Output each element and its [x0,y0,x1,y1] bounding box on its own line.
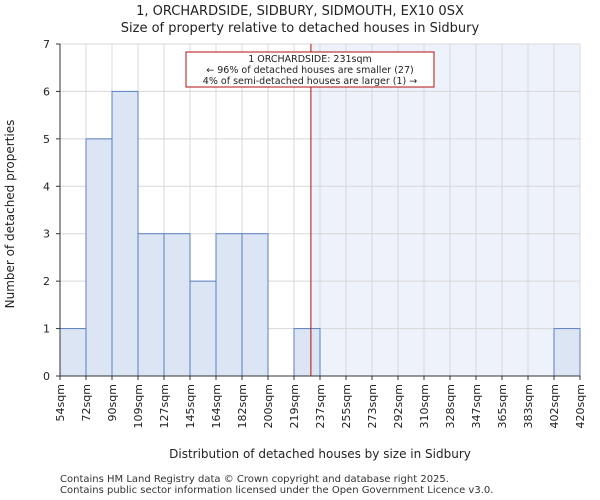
y-tick-label: 6 [43,85,50,98]
x-tick-label: 383sqm [522,384,535,428]
footer-line-2: Contains public sector information licen… [60,485,493,497]
y-tick-label: 7 [43,38,50,51]
x-tick-label: 164sqm [210,384,223,428]
y-tick-label: 4 [43,180,50,193]
x-tick-label: 310sqm [418,384,431,428]
x-tick-label: 365sqm [496,384,509,428]
histogram-bar [164,234,190,376]
x-tick-label: 402sqm [548,384,561,428]
x-tick-label: 200sqm [262,384,275,428]
x-tick-label: 237sqm [314,384,327,428]
x-tick-label: 90sqm [106,384,119,421]
histogram-bar [60,329,86,376]
x-tick-label: 72sqm [80,384,93,421]
x-tick-label: 127sqm [158,384,171,428]
y-tick-label: 3 [43,228,50,241]
y-tick-label: 1 [43,323,50,336]
histogram-bar [242,234,268,376]
x-tick-label: 255sqm [340,384,353,428]
x-tick-label: 273sqm [366,384,379,428]
y-tick-label: 2 [43,275,50,288]
x-axis-label: Distribution of detached houses by size … [169,447,471,461]
histogram-bar [86,139,112,376]
chart: 0 1 2 3 4 5 6 7 54sqm 72sqm 90sqm 109sqm 127sqm 145sq… [0,0,600,470]
x-tick-label: 182sqm [236,384,249,428]
x-tick-label: 347sqm [470,384,483,428]
x-tick-label: 420sqm [574,384,587,428]
histogram-bar [138,234,164,376]
annotation-line-2: ← 96% of detached houses are smaller (27… [206,65,413,76]
x-tick-label: 145sqm [184,384,197,428]
histogram-bar [554,329,580,376]
histogram-bar [112,91,138,376]
y-tick-label: 0 [43,370,50,383]
x-tick-label: 54sqm [54,384,67,421]
y-axis-label: Number of detached properties [3,120,17,309]
annotation-line-1: 1 ORCHARDSIDE: 231sqm [248,54,372,65]
y-tick-label: 5 [43,133,50,146]
annotation-line-3: 4% of semi-detached houses are larger (1… [203,76,417,87]
x-tick-label: 109sqm [132,384,145,428]
x-tick-label: 292sqm [392,384,405,428]
histogram-bar [216,234,242,376]
x-tick-label: 328sqm [444,384,457,428]
histogram-bar [294,329,320,376]
histogram-bar [190,281,216,376]
larger-region-shade [311,44,580,376]
x-tick-label: 219sqm [288,384,301,428]
